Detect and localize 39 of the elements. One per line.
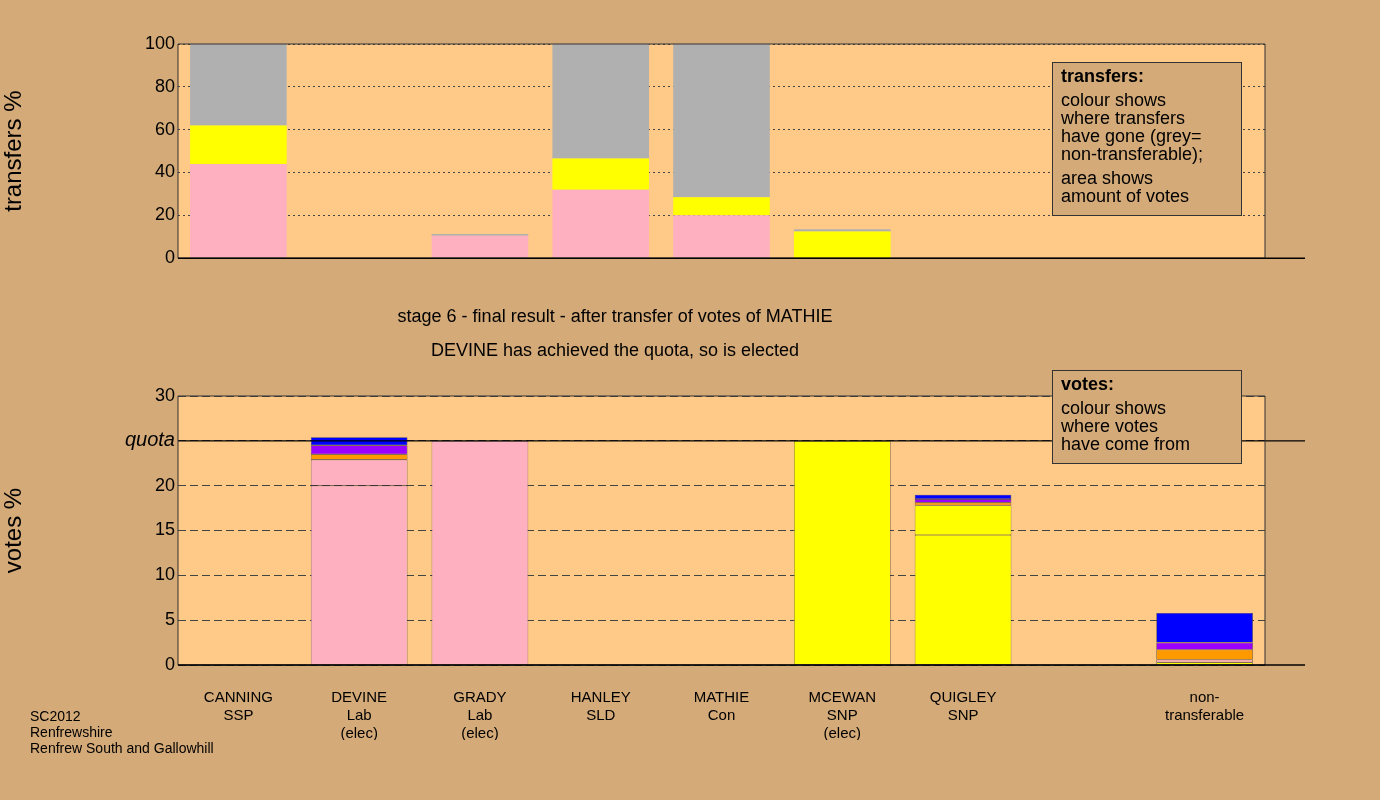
y-tick-label: 60 (154, 118, 175, 139)
bar (673, 215, 770, 258)
bar (673, 197, 770, 216)
annotation: transfers: (1061, 66, 1146, 86)
bar (673, 44, 770, 198)
y-tick-label: 30 (154, 384, 175, 405)
x-tick-label: HANLEY SLD (570, 688, 631, 724)
bar (190, 125, 287, 164)
bar (793, 229, 891, 232)
bar (190, 44, 287, 126)
bar (793, 231, 891, 258)
x-tick-label: QUIGLEY SNP (929, 688, 997, 724)
chart-subtitle: DEVINE has achieved the quota, so is elected (429, 340, 801, 361)
y-tick-label: 5 (164, 609, 175, 630)
chart-title: stage 6 - final result - after transfer of votes of MATHIE (396, 306, 834, 327)
y-axis-title: transfers % (0, 90, 27, 212)
y-tick-label: 40 (154, 161, 175, 182)
y-tick-label: 20 (154, 474, 175, 495)
bar (552, 44, 650, 159)
bar (552, 158, 650, 190)
y-tick-label: 15 (154, 519, 175, 540)
y-tick-label: 0 (164, 247, 175, 268)
annotation: colour shows where transfers have gone (grey= non-transferable); (1061, 90, 1205, 164)
y-tick-label: 80 (154, 75, 175, 96)
y-tick-label: 10 (154, 564, 175, 585)
x-tick-label: MATHIE Con (693, 688, 750, 724)
bar (190, 163, 287, 258)
x-tick-label: non- transferable (1165, 688, 1245, 724)
key-box: votes: colour shows where votes have come from (1052, 370, 1242, 464)
key-box: transfers: colour shows where transfers have gone (grey= non-transferable); area shows amount of votes (1052, 62, 1242, 216)
annotation: colour shows where votes have come from (1061, 398, 1192, 454)
bar (552, 189, 650, 258)
y-tick-label: 20 (154, 204, 175, 225)
y-tick-label: 0 (164, 653, 175, 674)
y-axis-title: votes % (0, 487, 27, 574)
bar (431, 235, 529, 258)
y-tick-label: quota (124, 428, 175, 451)
annotation: area shows amount of votes (1061, 168, 1191, 206)
y-tick-label: 100 (144, 32, 175, 53)
